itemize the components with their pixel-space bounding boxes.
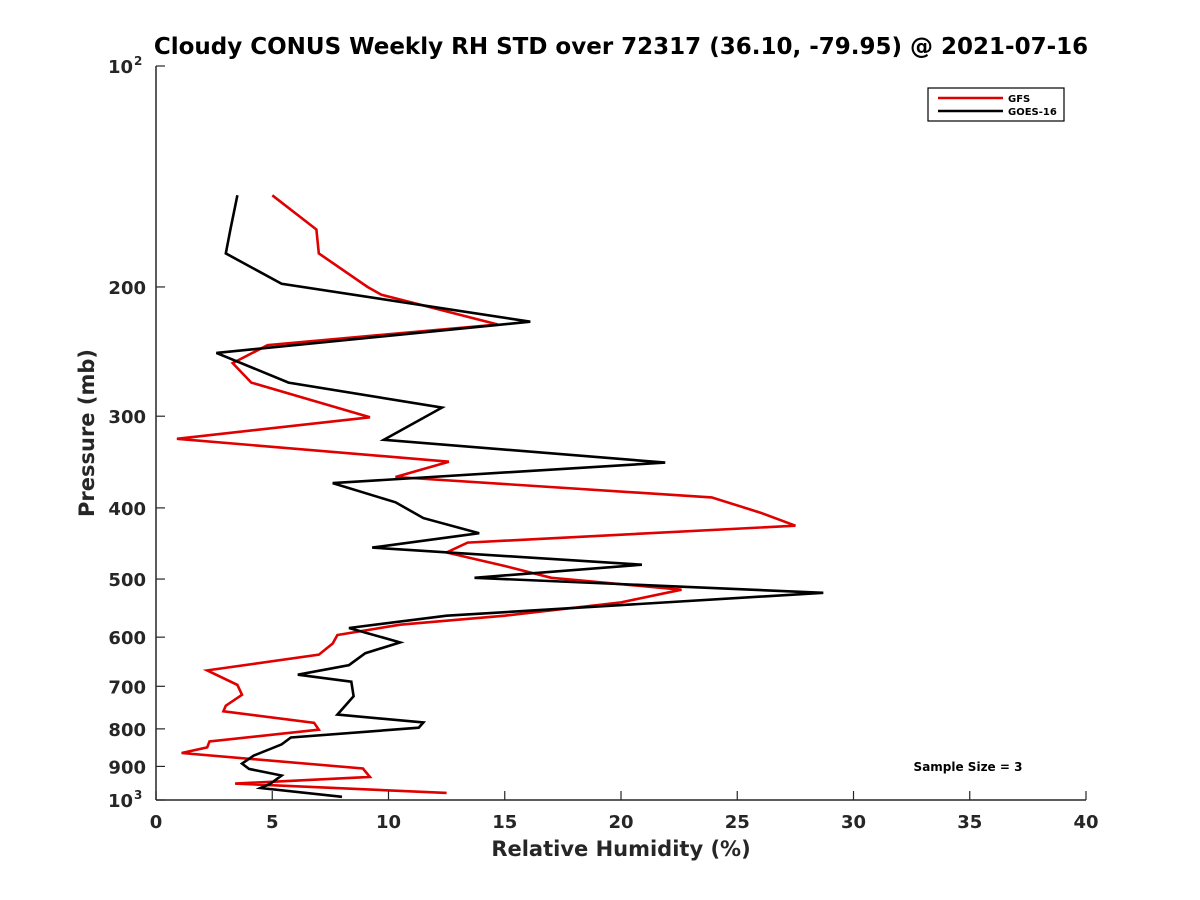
- x-tick-label: 5: [266, 812, 279, 833]
- y-axis-label: Pressure (mb): [75, 349, 99, 517]
- y-tick-label-exponent: 2: [134, 54, 142, 68]
- x-tick-label: 30: [841, 812, 866, 833]
- x-tick-label: 10: [376, 812, 401, 833]
- y-tick-label: 600: [108, 628, 146, 649]
- legend-box: [927, 87, 1065, 122]
- y-tick-label: 900: [108, 757, 146, 778]
- x-tick-label: 0: [150, 812, 163, 833]
- legend: GFS GOES-16: [927, 87, 1065, 122]
- x-axis-label: Relative Humidity (%): [491, 837, 750, 861]
- sample-size-annotation: Sample Size = 3: [914, 760, 1023, 774]
- y-tick-label: 200: [108, 278, 146, 299]
- series-line-goes-16: [215, 195, 824, 799]
- x-tick-label: 40: [1073, 812, 1098, 833]
- series-line-gfs: [176, 194, 796, 795]
- y-tick-label: 800: [108, 720, 146, 741]
- x-axis-ticks: 0 5 10 15 20 25 30 35 40: [150, 791, 1099, 833]
- y-tick-label: 300: [108, 407, 146, 428]
- x-tick-label: 20: [608, 812, 633, 833]
- y-tick-label-base: 10: [108, 791, 133, 812]
- legend-label: GOES-16: [1008, 107, 1057, 118]
- y-tick-label-base: 10: [108, 57, 133, 78]
- x-tick-label: 15: [492, 812, 517, 833]
- x-tick-label: 25: [725, 812, 750, 833]
- y-tick-label: 500: [108, 570, 146, 591]
- series-layer: [176, 194, 824, 799]
- y-tick-label-exponent: 3: [134, 788, 142, 802]
- y-tick-label: 400: [108, 499, 146, 520]
- x-tick-label: 35: [957, 812, 982, 833]
- chart-title: Cloudy CONUS Weekly RH STD over 72317 (3…: [154, 34, 1088, 60]
- legend-label: GFS: [1008, 94, 1030, 105]
- y-tick-label: 700: [108, 677, 146, 698]
